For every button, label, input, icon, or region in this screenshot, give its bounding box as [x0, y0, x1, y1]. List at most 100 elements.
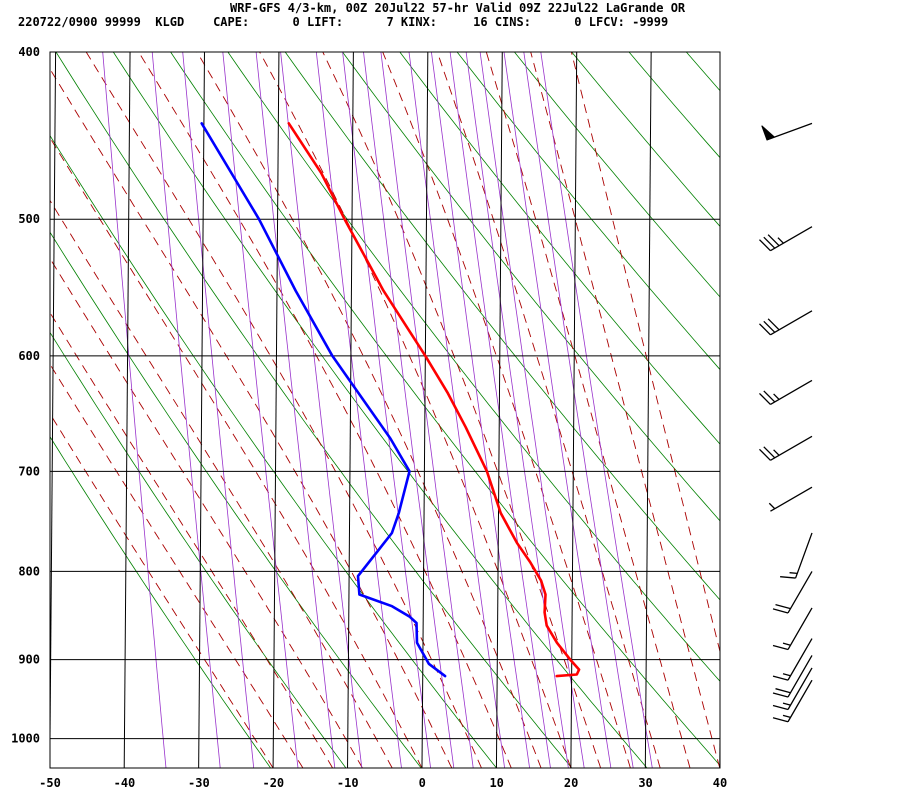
background-lines: [50, 52, 900, 768]
mixing-ratio-line: [523, 52, 634, 768]
dry-adiabat: [50, 134, 497, 768]
barb-full: [759, 239, 771, 252]
moist-adiabat: [485, 52, 691, 768]
moist-adiabat: [138, 52, 512, 768]
isotherm-line: [719, 677, 720, 768]
wind-barb: [759, 379, 813, 405]
wind-barb: [759, 310, 813, 336]
dry-adiabat: [744, 52, 900, 768]
x-tick-label: 40: [713, 776, 727, 790]
y-tick-label: 500: [18, 212, 40, 226]
moist-adiabat: [436, 52, 661, 768]
isotherm-line: [198, 52, 205, 768]
x-tick-label: -50: [39, 776, 61, 790]
barb-full: [772, 608, 789, 614]
wind-barb: [772, 571, 813, 614]
mixing-ratio-line: [431, 52, 530, 768]
dry-adiabat: [342, 52, 720, 522]
barb-full: [780, 576, 796, 579]
dry-adiabat: [50, 435, 271, 768]
barb-staff: [787, 571, 813, 614]
dry-adiabat: [571, 52, 720, 227]
x-tick-label: 10: [489, 776, 503, 790]
mixing-ratio-line: [280, 52, 363, 768]
barb-half: [777, 237, 784, 244]
x-tick-label: 20: [564, 776, 578, 790]
dry-adiabat: [227, 52, 720, 682]
isotherm-line: [50, 52, 57, 768]
barb-half: [773, 393, 780, 400]
dry-adiabat: [112, 52, 648, 768]
moist-adiabat: [50, 363, 304, 768]
barb-full: [772, 704, 789, 711]
barb-full: [759, 448, 771, 461]
mixing-ratio-line: [380, 52, 474, 768]
mixing-ratio-line: [255, 52, 336, 768]
dry-adiabat: [456, 52, 720, 371]
moist-adiabat: [570, 52, 720, 654]
barb-staff: [787, 679, 813, 723]
y-tick-label: 700: [18, 464, 40, 478]
y-tick-label: 400: [18, 45, 40, 59]
y-tick-label: 1000: [11, 732, 40, 746]
wind-barb: [772, 638, 813, 681]
barb-staff: [794, 532, 813, 579]
barb-full: [772, 644, 789, 651]
moist-adiabat: [50, 257, 363, 768]
dry-adiabat: [50, 331, 347, 768]
profiles: [200, 122, 581, 678]
mixing-ratio-line: [151, 52, 221, 768]
moist-adiabat: [50, 199, 393, 768]
barb-pennant: [761, 125, 776, 141]
isotherm-line: [644, 52, 652, 768]
x-tick-label: 30: [638, 776, 652, 790]
barb-half: [789, 572, 798, 575]
barb-half: [782, 642, 791, 646]
barb-staff: [770, 310, 813, 336]
barb-full: [772, 692, 789, 698]
moist-adiabat: [259, 52, 572, 768]
plot-frame: [49, 51, 721, 769]
barb-staff: [787, 667, 813, 710]
isotherm-line: [570, 52, 578, 768]
wind-barbs: [759, 122, 813, 723]
y-tick-label: 600: [18, 349, 40, 363]
mixing-ratio-line: [479, 52, 585, 768]
barb-full: [772, 675, 789, 681]
dry-adiabat: [170, 52, 720, 767]
dry-adiabat: [801, 52, 900, 768]
barb-staff: [770, 486, 813, 512]
isotherm-line: [347, 52, 354, 768]
barb-staff: [787, 655, 813, 698]
dry-adiabat: [284, 52, 720, 601]
grid-lines: [50, 51, 720, 768]
mixing-ratio-line: [315, 52, 402, 768]
mixing-ratio-line: [449, 52, 551, 768]
barb-full: [763, 320, 776, 333]
moist-adiabat: [50, 68, 453, 768]
barb-half: [782, 702, 791, 706]
moist-adiabat: [50, 311, 333, 768]
moist-adiabat: [50, 412, 274, 768]
moist-adiabat: [530, 52, 720, 768]
mixing-ratio-line: [465, 52, 569, 768]
mixing-ratio-line: [408, 52, 505, 768]
isotherm-line: [272, 52, 280, 768]
mixing-ratio-line: [540, 52, 653, 768]
x-tick-label: -10: [337, 776, 359, 790]
x-tick-label: 0: [419, 776, 426, 790]
barb-full: [767, 318, 780, 331]
moist-adiabat: [196, 52, 542, 768]
tick-labels: 400 500 600 700 800 900 1000 -50 -40 -30 -20 -10 0 10…: [11, 45, 727, 790]
dry-adiabat: [50, 231, 422, 768]
dry-adiabat: [628, 52, 720, 159]
barb-staff: [770, 435, 813, 461]
isotherm-line: [123, 52, 131, 768]
dry-adiabat: [514, 52, 720, 298]
mixing-ratio-line: [503, 52, 612, 768]
barb-half: [773, 449, 780, 456]
wind-barb: [772, 607, 813, 651]
sounding-indices: 220722/0900 99999 KLGD CAPE: 0 LIFT: 7 K…: [18, 15, 669, 29]
barb-full: [763, 446, 776, 459]
